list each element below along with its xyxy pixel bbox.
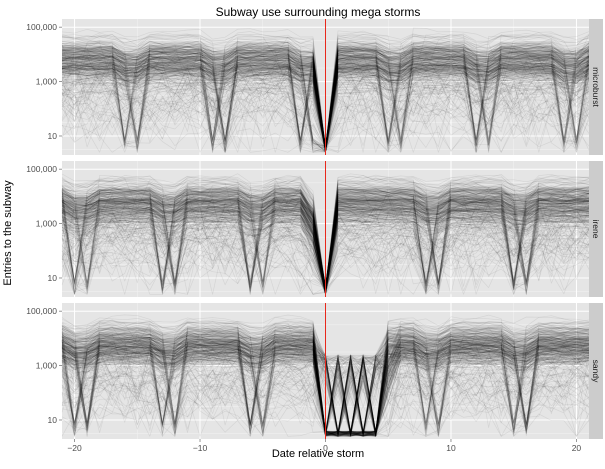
y-tick-label: 10	[48, 131, 58, 141]
facet-panels: 10 1,000 100,000 microburst 10 1,000 100,000 ir…	[26, 19, 603, 453]
x-tick-label: 10	[446, 443, 456, 453]
facet-label-sandy: sandy	[591, 360, 601, 383]
facet-strip-irene	[589, 161, 603, 297]
y-tick-label: 1,000	[36, 219, 58, 229]
x-tick-label: 20	[572, 443, 582, 453]
y-tick-label: 10	[48, 273, 58, 283]
facet-strip-microburst	[589, 19, 603, 155]
y-tick-label: 100,000	[26, 306, 57, 316]
y-tick-label: 1,000	[36, 361, 58, 371]
chart-title: Subway use surrounding mega storms	[216, 5, 421, 19]
y-tick-label: 100,000	[26, 164, 57, 174]
x-axis-label: Date relative storm	[272, 448, 364, 460]
facet-label-microburst: microburst	[591, 67, 601, 107]
x-tick-label: −20	[67, 443, 82, 453]
x-tick-label: −10	[193, 443, 208, 453]
facet-label-irene: irene	[591, 220, 601, 239]
facet-strip-sandy	[589, 303, 603, 439]
y-axis-label: Entries to the subway	[2, 180, 14, 286]
y-tick-label: 1,000	[36, 77, 58, 87]
x-tick-label: 0	[323, 443, 328, 453]
y-tick-label: 100,000	[26, 22, 57, 32]
y-tick-label: 10	[48, 415, 58, 425]
